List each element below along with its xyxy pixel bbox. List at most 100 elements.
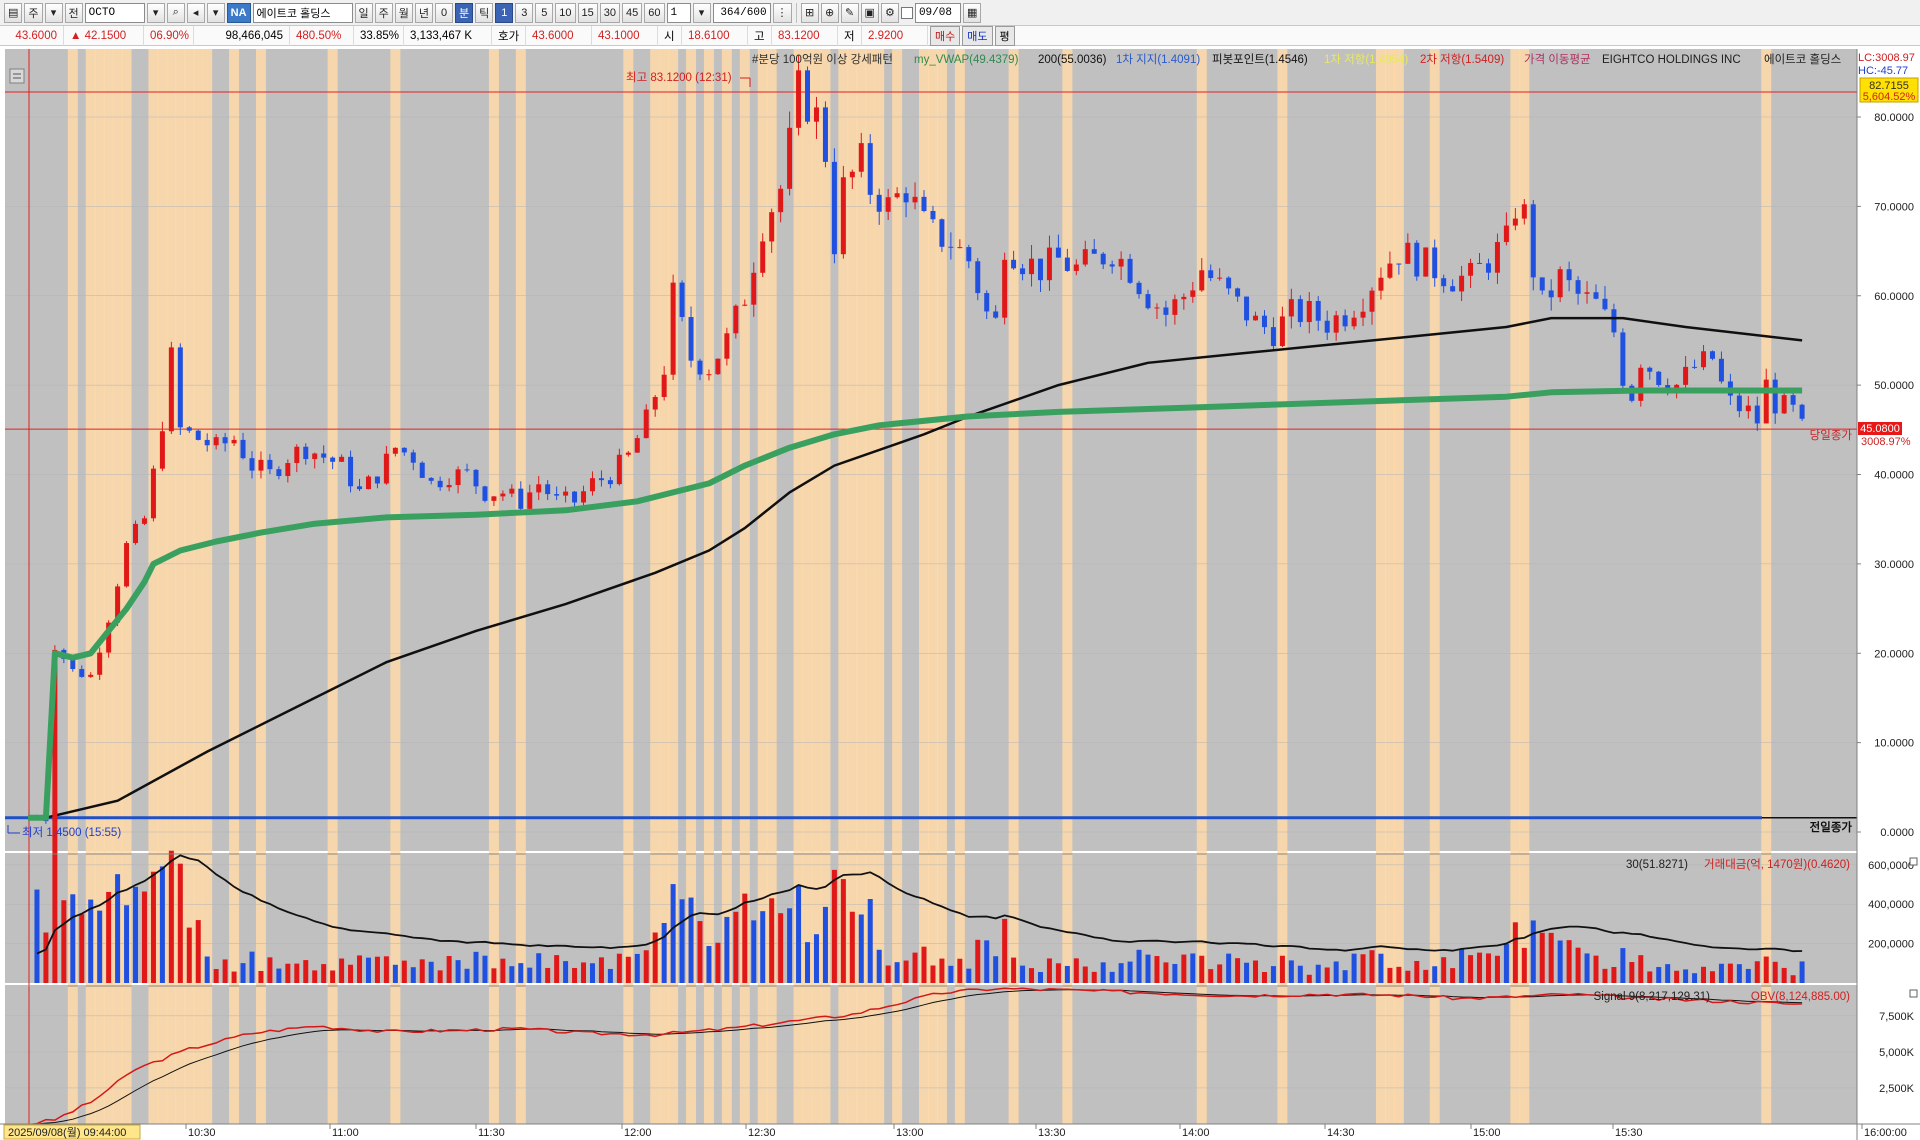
volume-bar bbox=[1781, 967, 1787, 983]
volume-bar bbox=[285, 963, 291, 983]
zoom-icon[interactable]: ⊕ bbox=[820, 2, 839, 23]
volume-bar bbox=[778, 913, 784, 983]
interval-15-button[interactable]: 15 bbox=[577, 2, 598, 23]
ratio: 33.85% bbox=[354, 25, 404, 46]
interval-1-button[interactable]: 1 bbox=[495, 2, 514, 23]
y-axis-bg bbox=[1857, 49, 1920, 1140]
candle-body bbox=[912, 196, 918, 203]
period-dropdown-arrow[interactable]: ▾ bbox=[44, 2, 63, 23]
candle-body bbox=[1020, 268, 1026, 275]
indicator-lines bbox=[28, 316, 1803, 821]
calendar-icon[interactable]: ▦ bbox=[962, 2, 982, 23]
x-tick-label: 14:30 bbox=[1327, 1127, 1355, 1139]
candle-body bbox=[222, 437, 228, 444]
volume-bar bbox=[437, 970, 443, 983]
tf-zero-button[interactable]: 0 bbox=[435, 2, 454, 23]
volume-bar bbox=[813, 934, 819, 983]
high-price-box-pct: 5,604.52% bbox=[1863, 91, 1916, 103]
next-symbol-icon[interactable]: ▾ bbox=[206, 2, 225, 23]
volume-bar bbox=[822, 906, 828, 983]
save-icon[interactable]: ▣ bbox=[860, 2, 879, 23]
volume-panel-toggle-icon[interactable] bbox=[1909, 857, 1918, 866]
eval-button[interactable]: 평 bbox=[994, 25, 1015, 46]
buy-button[interactable]: 매수 bbox=[930, 25, 961, 46]
candle-body bbox=[778, 188, 784, 213]
today-close-label: 당일종가 bbox=[1810, 428, 1853, 442]
interval-60-button[interactable]: 60 bbox=[644, 2, 665, 23]
candle-body bbox=[1692, 366, 1698, 368]
candle-body bbox=[1790, 395, 1796, 405]
multiplier-dropdown-arrow[interactable]: ▾ bbox=[692, 2, 711, 23]
multiplier-input[interactable]: 1 bbox=[666, 2, 691, 23]
period-dropdown[interactable]: 주 bbox=[24, 2, 43, 23]
tf-minute-button[interactable]: 분 bbox=[455, 2, 474, 23]
volume-bar bbox=[348, 964, 354, 983]
y-tick-label: 0.0000 bbox=[1880, 827, 1914, 839]
symbol-input[interactable]: OCTO bbox=[84, 2, 145, 23]
volume-bar bbox=[1145, 954, 1151, 983]
volume-bar bbox=[1378, 953, 1384, 983]
highlight-band bbox=[103, 49, 114, 1124]
interval-label: 60 bbox=[648, 6, 661, 19]
chart-area[interactable]: 0.0000 10.0000 20.0000 30.0000 40.0000 50.000… bbox=[0, 47, 1920, 1140]
current-price-box-value: 45.0800 bbox=[1860, 423, 1900, 435]
count-input[interactable]: 364/600 bbox=[712, 2, 771, 23]
candle-body bbox=[679, 282, 685, 318]
tf-minute-label: 분 bbox=[459, 7, 470, 20]
tf-month-button[interactable]: 월 bbox=[394, 2, 413, 23]
interval-5-button[interactable]: 5 bbox=[535, 2, 554, 23]
price-chart[interactable]: 0.0000 10.0000 20.0000 30.0000 40.0000 50.000… bbox=[0, 47, 1920, 1140]
tf-day-button[interactable]: 일 bbox=[354, 2, 373, 23]
candle-body bbox=[742, 304, 748, 306]
volume-bar bbox=[1324, 967, 1330, 983]
draw-icon[interactable]: ✎ bbox=[840, 2, 859, 23]
volume-bar bbox=[1423, 969, 1429, 983]
tf-week-button[interactable]: 주 bbox=[374, 2, 393, 23]
date-input[interactable]: 09/08 bbox=[914, 2, 961, 23]
candle-body bbox=[697, 360, 703, 375]
volume-bar bbox=[303, 960, 309, 983]
symbol-dropdown-arrow[interactable]: ▾ bbox=[146, 2, 165, 23]
volume-bar bbox=[1450, 968, 1456, 983]
candle-body bbox=[625, 452, 631, 455]
crosshair-icon[interactable]: ⊞ bbox=[800, 2, 819, 23]
scope-button[interactable]: 전 bbox=[64, 2, 83, 23]
interval-3-button[interactable]: 3 bbox=[515, 2, 534, 23]
candle-body bbox=[939, 219, 945, 247]
candle-body bbox=[607, 480, 613, 485]
scroll-left-icon[interactable]: ⋮ bbox=[772, 2, 792, 23]
candle-body bbox=[365, 476, 371, 490]
volume-bar bbox=[258, 971, 264, 983]
highlight-band bbox=[85, 49, 96, 1124]
chart-settings-icon[interactable] bbox=[9, 68, 25, 84]
interval-30-button[interactable]: 30 bbox=[599, 2, 621, 23]
candle-body bbox=[831, 161, 837, 255]
candle-body bbox=[545, 484, 551, 495]
interval-label: 15 bbox=[581, 6, 594, 19]
volume-bar bbox=[365, 957, 371, 983]
volume-bar bbox=[1387, 967, 1393, 983]
obv-panel-toggle-icon[interactable] bbox=[1909, 989, 1918, 998]
interval-45-button[interactable]: 45 bbox=[622, 2, 643, 23]
candle-body bbox=[1145, 294, 1151, 309]
candle-body bbox=[1701, 351, 1707, 368]
date-checkbox[interactable] bbox=[900, 6, 913, 19]
tf-year-button[interactable]: 년 bbox=[414, 2, 434, 23]
search-icon[interactable]: ⌕ bbox=[166, 2, 185, 23]
volume-bar bbox=[867, 899, 873, 983]
prev-symbol-icon[interactable]: ◂ bbox=[186, 2, 205, 23]
tf-tick-button[interactable]: 틱 bbox=[475, 2, 494, 23]
sell-button[interactable]: 매도 bbox=[962, 25, 993, 46]
candle-body bbox=[1620, 332, 1626, 386]
highlight-band bbox=[668, 49, 679, 1124]
chart-menu-icon[interactable]: ▤ bbox=[4, 2, 23, 23]
candle-body bbox=[563, 491, 569, 496]
interval-10-button[interactable]: 10 bbox=[555, 2, 576, 23]
gear-icon[interactable]: ⚙ bbox=[880, 2, 899, 23]
legend-resist1: 1차 저항(1.4954) bbox=[1324, 53, 1408, 66]
trade-value: 3,133,467 K bbox=[404, 25, 492, 46]
highlight-band bbox=[1429, 49, 1440, 1124]
candle-body bbox=[383, 453, 389, 484]
candle-body bbox=[581, 491, 587, 503]
candle-body bbox=[464, 469, 470, 471]
